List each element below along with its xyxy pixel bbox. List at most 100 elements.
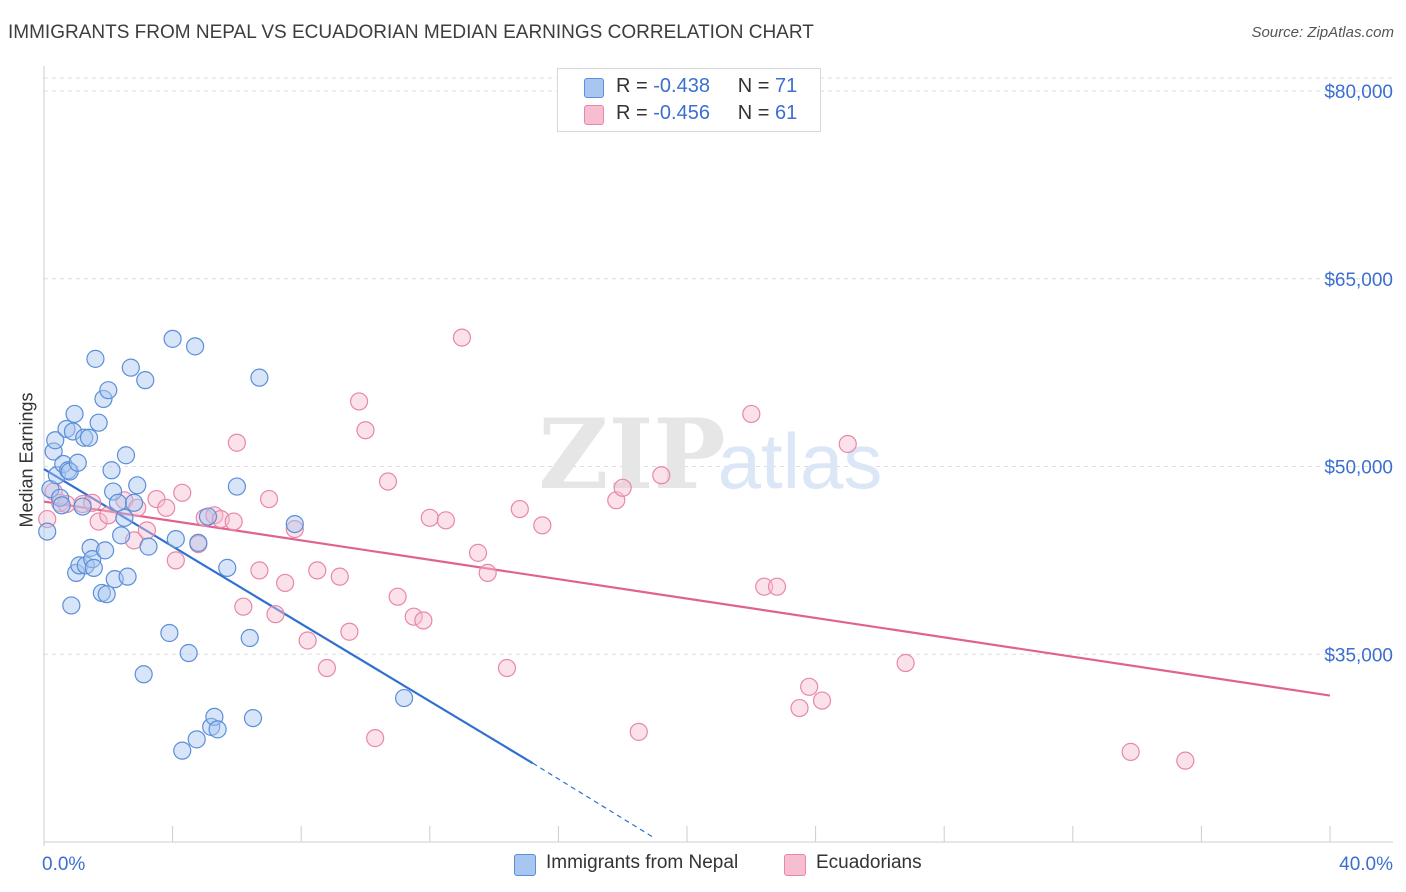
trend-lines (43, 468, 1331, 839)
nepal-point (115, 508, 134, 527)
ecuadorians-point (812, 691, 832, 710)
watermark: ZIP atlas (538, 398, 882, 511)
nepal-point (179, 643, 198, 663)
legend-label-ecuadorians: Ecuadorians (816, 852, 922, 873)
nepal-point (166, 530, 185, 549)
ecuadorians-point (227, 433, 246, 452)
ecuadorians-point (276, 573, 295, 593)
ecuadorians-point (173, 483, 192, 502)
ecuadorians-point (742, 404, 761, 424)
nepal-point (102, 461, 121, 480)
nepal-point (121, 358, 140, 377)
nepal-point (128, 476, 147, 495)
ecuadorians-point (266, 605, 285, 624)
x-tick-label-max: 40.0% (1339, 854, 1393, 875)
x-tick-label-min: 0.0% (42, 854, 85, 875)
ecuadorians-point (250, 561, 269, 580)
nepal-point (134, 665, 153, 684)
nepal-point (189, 533, 208, 552)
nepal-swatch (584, 78, 604, 98)
n-value: 61 (775, 102, 798, 124)
watermark-zip: ZIP (538, 398, 725, 511)
legend-label-nepal: Immigrants from Nepal (546, 852, 739, 873)
nepal-point (186, 337, 205, 356)
ecuadorians-point (224, 512, 243, 531)
ecuadorians-point (613, 478, 632, 497)
ecuadorians-point (340, 622, 359, 641)
nepal-point (118, 567, 137, 586)
nepal-point (116, 446, 136, 465)
nepal-point (44, 442, 63, 461)
ecuadorians-swatch (584, 105, 604, 125)
axes (43, 66, 1393, 846)
chart-title: IMMIGRANTS FROM NEPAL VS ECUADORIAN MEDI… (8, 22, 814, 43)
ecuadorians-point (157, 498, 176, 517)
nepal-point (124, 493, 144, 512)
n-label: N = (737, 75, 770, 97)
ecuadorians-point (510, 499, 529, 519)
nepal-point (99, 381, 118, 400)
nepal-point (198, 507, 218, 526)
ecuadorians-point (1176, 751, 1195, 770)
ecuadorians-point (629, 722, 648, 741)
ecuadorians-point (767, 577, 787, 596)
y-axis-label: Median Earnings (16, 392, 37, 528)
ecuadorians-point (414, 611, 433, 630)
trend-line-nepal-extension (532, 762, 656, 839)
y-tick-label: $50,000 (1324, 458, 1393, 479)
nepal-point (240, 628, 259, 648)
ecuadorians-point (478, 563, 497, 583)
ecuadorians-point (137, 521, 156, 540)
ecuadorians-points (38, 328, 1195, 770)
grid-lines (44, 77, 1393, 655)
nepal-swatch (514, 854, 536, 876)
nepal-point (46, 431, 65, 450)
ecuadorians-point (38, 509, 57, 529)
ecuadorians-point (330, 567, 349, 586)
nepal-point (94, 389, 113, 409)
nepal-point (136, 371, 155, 390)
nepal-point (285, 514, 304, 534)
ecuadorians-point (308, 561, 327, 580)
nepal-point (187, 730, 206, 749)
ecuadorians-point (356, 421, 375, 440)
y-tick-label: $35,000 (1324, 645, 1393, 666)
ecuadorians-point (404, 607, 423, 626)
nepal-point (81, 538, 100, 557)
ecuadorians-point (452, 328, 472, 347)
nepal-point (62, 596, 81, 615)
ecuadorians-point (89, 512, 108, 531)
ecuadorians-point (790, 698, 809, 718)
nepal-point (394, 688, 414, 708)
ecuadorians-point (800, 677, 819, 696)
nepal-point (54, 454, 73, 474)
nepal-point (95, 541, 115, 560)
nepal-point (163, 329, 182, 348)
ecuadorians-point (838, 434, 857, 454)
r-value: -0.438 (653, 75, 710, 97)
ecuadorians-point (1121, 742, 1140, 761)
nepal-points (38, 329, 414, 760)
nepal-point (84, 558, 103, 577)
ecuadorians-swatch (784, 854, 806, 876)
nepal-point (243, 708, 263, 728)
ecuadorians-point (497, 658, 517, 678)
nepal-point (218, 558, 237, 577)
nepal-point (160, 623, 179, 643)
ecuadorians-point (234, 597, 253, 616)
ecuadorians-point (378, 472, 398, 491)
nepal-point (108, 493, 128, 512)
nepal-point (65, 404, 84, 424)
nepal-point (112, 526, 131, 545)
ecuadorians-point (317, 658, 337, 678)
nepal-point (50, 488, 70, 507)
x-tick-labels: 0.0% 40.0% (42, 854, 1393, 875)
trend-line-ecuadorians (43, 500, 1331, 697)
nepal-point (86, 349, 105, 368)
trend-line-nepal (43, 468, 534, 765)
nepal-point (75, 428, 94, 447)
n-value: 71 (775, 75, 798, 97)
y-tick-label: $80,000 (1324, 82, 1393, 103)
nepal-point (73, 497, 92, 516)
y-tick-labels: $35,000 $50,000 $65,000 $80,000 (1324, 82, 1393, 666)
